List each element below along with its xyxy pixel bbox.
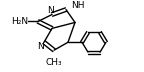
Text: N: N: [48, 6, 54, 15]
Text: N: N: [38, 42, 44, 51]
Text: H₂N: H₂N: [11, 17, 29, 26]
Text: NH: NH: [71, 1, 85, 10]
Text: CH₃: CH₃: [46, 58, 62, 67]
